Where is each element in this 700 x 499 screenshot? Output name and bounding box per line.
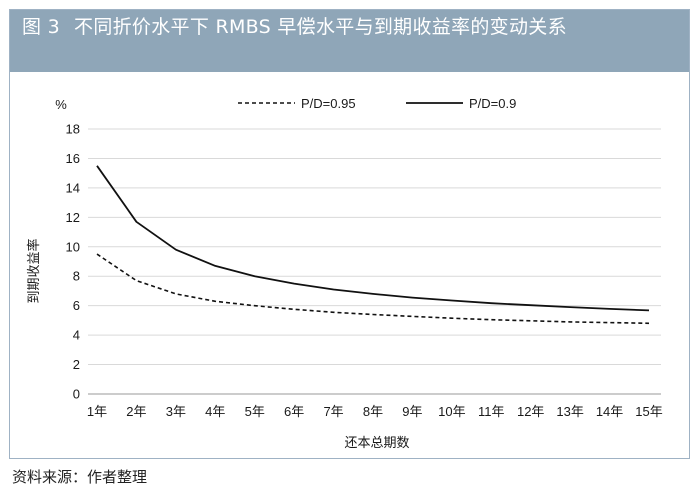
gridlines (88, 128, 661, 395)
y-axis-label: 到期收益率 (26, 238, 42, 303)
x-tick-label: 8年 (363, 404, 383, 419)
y-tick-label: 16 (66, 151, 80, 166)
series-line-0 (96, 253, 650, 325)
y-tick-label: 10 (66, 239, 80, 254)
y-tick-labels: 0 2 4 6 8 10 12 14 16 18 (66, 122, 80, 402)
x-tick-label: 13年 (556, 404, 583, 419)
x-tick-label: 11年 (478, 404, 505, 419)
x-tick-label: 15年 (635, 404, 662, 419)
x-tick-label: 14年 (596, 404, 623, 419)
y-tick-label: 14 (66, 180, 80, 195)
figure-title: 图 3 不同折价水平下 RMBS 早偿水平与到期收益率的变动关系 (22, 14, 662, 41)
x-tick-label: 3年 (166, 404, 186, 419)
x-tick-label: 7年 (323, 404, 343, 419)
y-tick-label: 18 (66, 122, 80, 137)
x-tick-label: 4年 (205, 404, 225, 419)
x-tick-label: 12年 (517, 404, 544, 419)
figure-number: 图 3 (22, 16, 61, 38)
x-tick-label: 2年 (126, 404, 146, 419)
y-tick-label: 4 (73, 328, 80, 343)
x-tick-labels: 1年 2年 3年 4年 5年 6年 7年 8年 9年 10年 11年 12年 13年 14年 15年 (87, 404, 663, 419)
figure-title-text: 不同折价水平下 RMBS 早偿水平与到期收益率的变动关系 (74, 16, 567, 38)
legend-label-p095: P/D=0.95 (301, 96, 356, 111)
y-tick-label: 8 (73, 269, 80, 284)
x-axis-label: 还本总期数 (344, 436, 409, 451)
x-tick-label: 1年 (87, 404, 107, 419)
line-chart: 0 2 4 6 8 10 12 14 16 18 1年 2年 3年 4年 5年 6年 7年 8年 9年 10年 11年… (26, 96, 663, 451)
legend-label-p09: P/D=0.9 (469, 96, 516, 111)
y-tick-label: 12 (66, 210, 80, 225)
figure-title-bar: 图 3 不同折价水平下 RMBS 早偿水平与到期收益率的变动关系 (10, 10, 689, 72)
y-tick-label: 0 (73, 387, 80, 402)
y-unit-label: % (55, 97, 67, 112)
legend: P/D=0.95 P/D=0.9 (238, 96, 516, 111)
source-note: 资料来源：作者整理 (12, 468, 148, 486)
x-tick-label: 6年 (284, 404, 304, 419)
y-tick-label: 6 (73, 298, 80, 313)
series-line-1 (96, 165, 650, 312)
y-tick-label: 2 (73, 357, 80, 372)
x-tick-label: 10年 (438, 404, 465, 419)
series-lines (96, 165, 650, 325)
x-tick-label: 5年 (245, 404, 265, 419)
figure-frame: 图 3 不同折价水平下 RMBS 早偿水平与到期收益率的变动关系 0 2 4 6 8 10 1… (9, 9, 690, 459)
x-tick-label: 9年 (402, 404, 422, 419)
